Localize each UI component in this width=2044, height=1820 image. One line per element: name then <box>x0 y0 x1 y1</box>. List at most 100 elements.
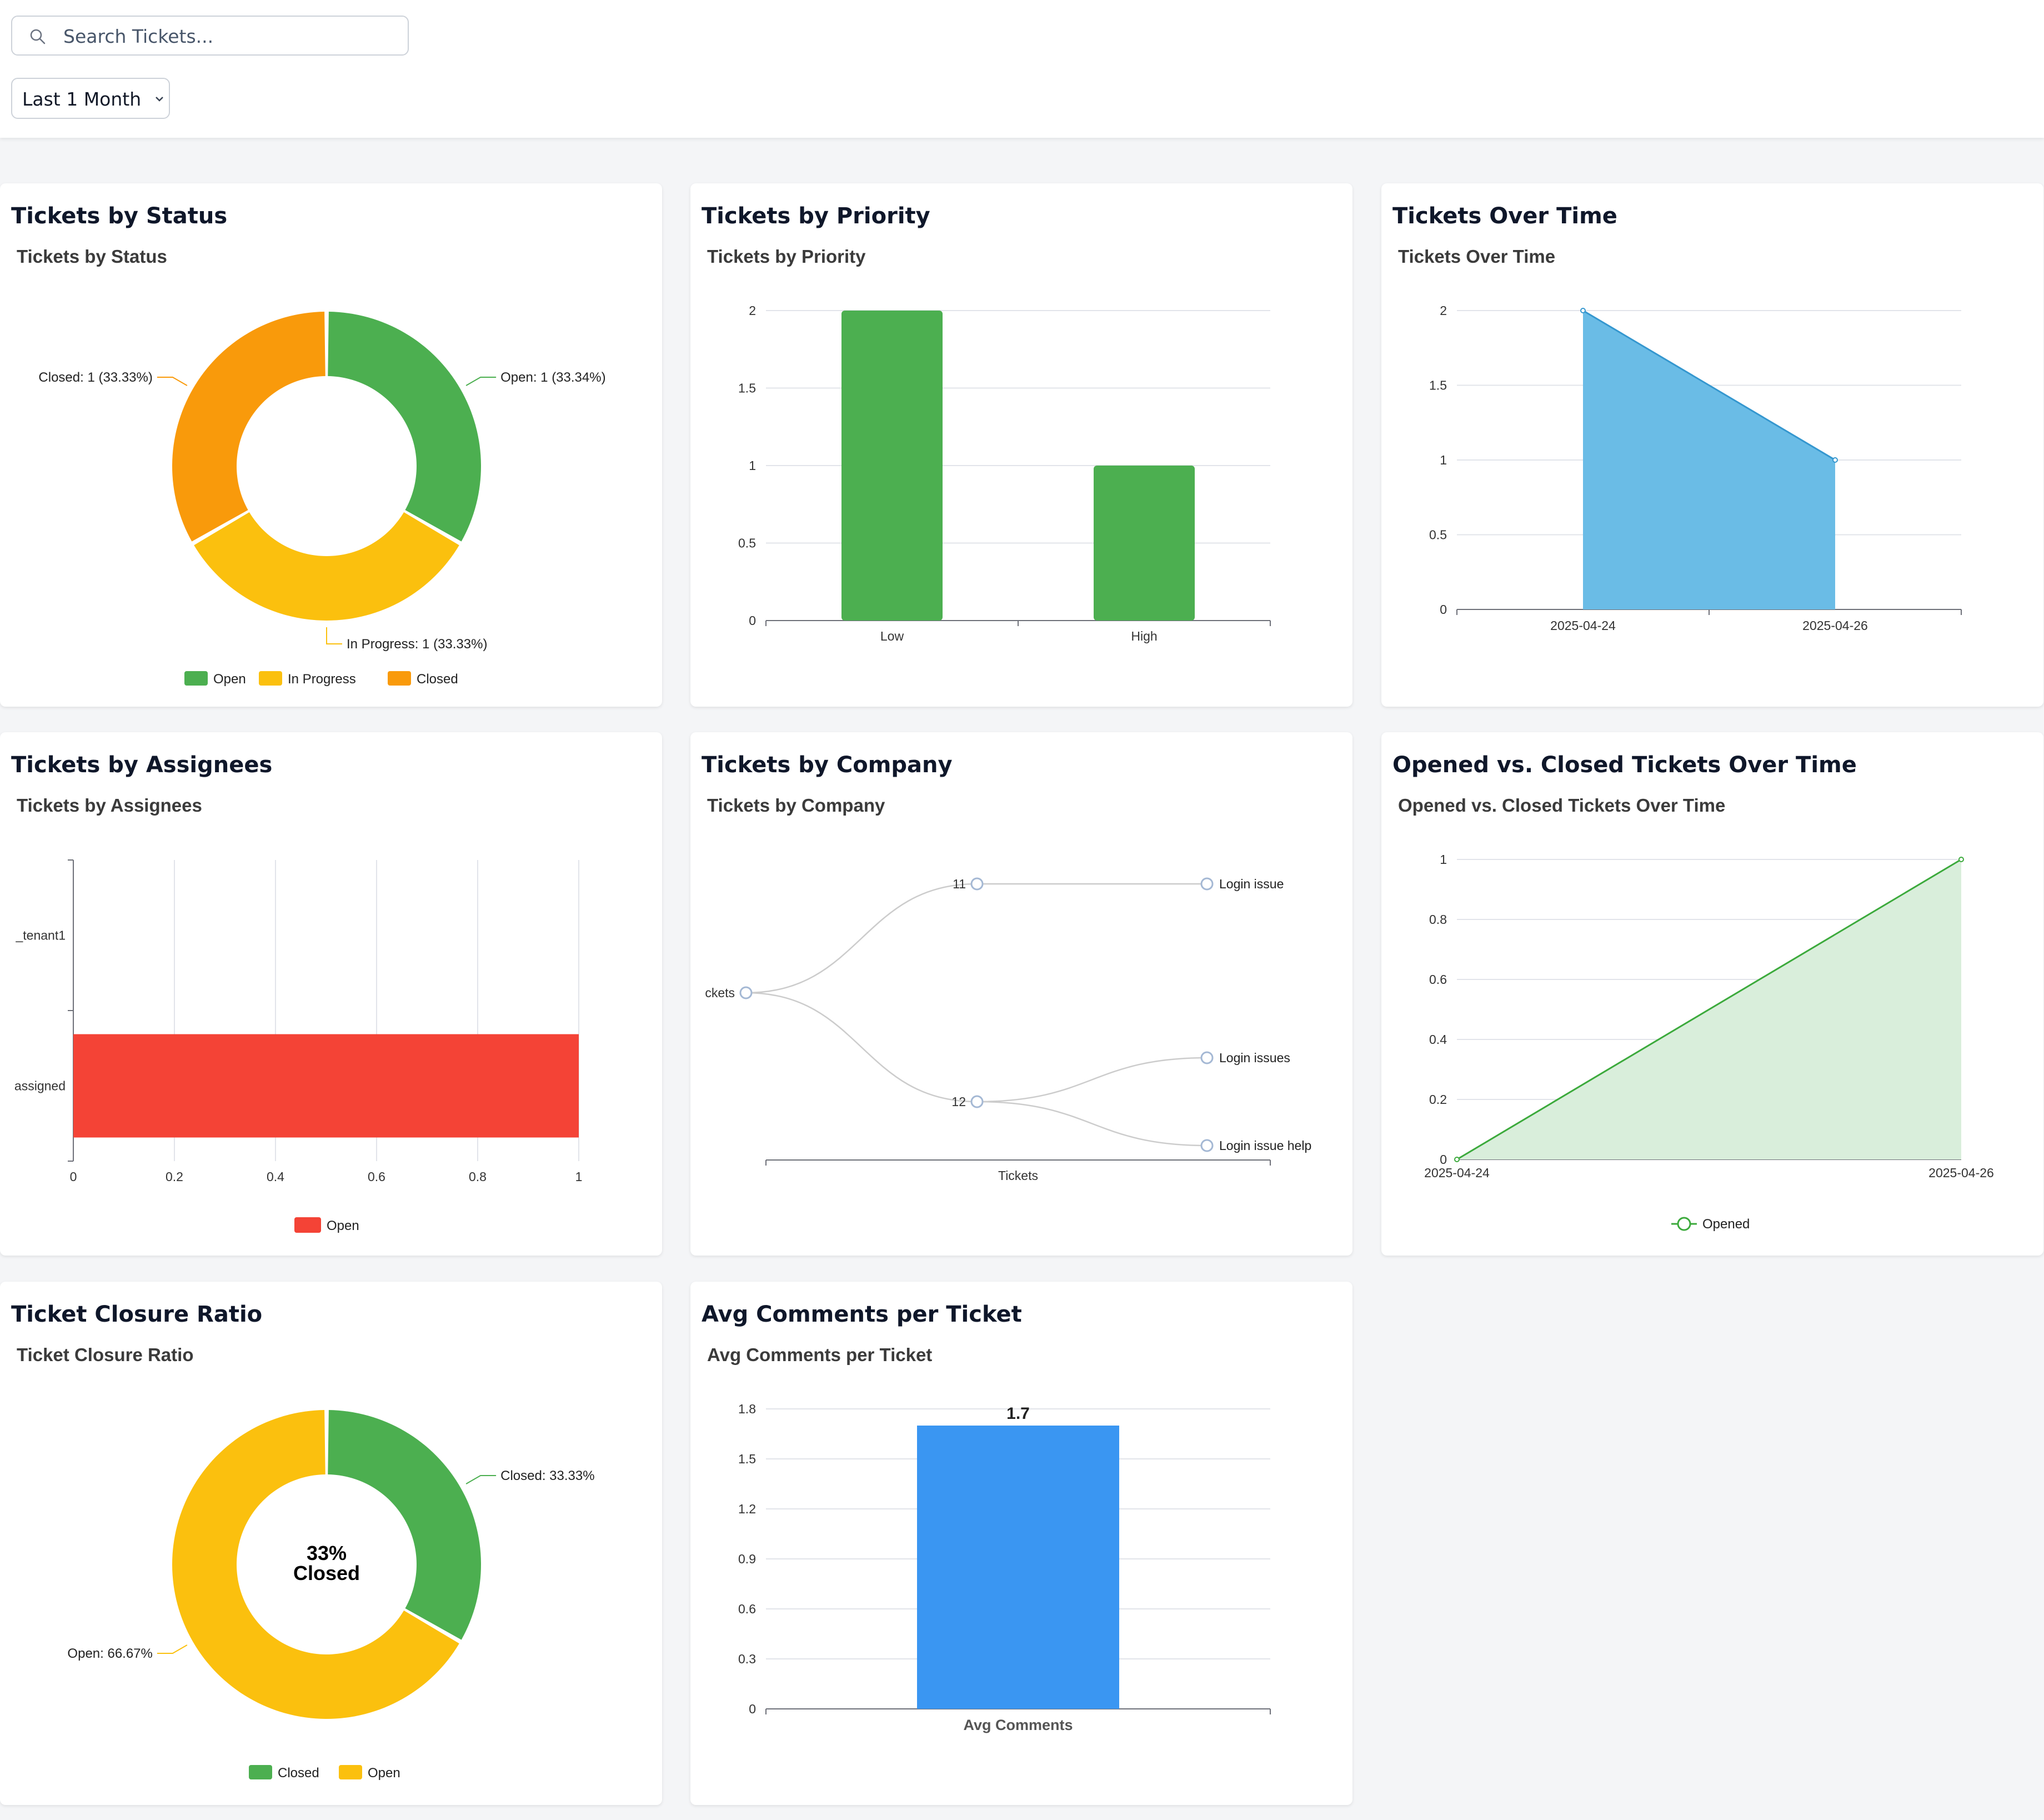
label-line <box>465 1474 497 1484</box>
y-tick-label: _tenant1 <box>15 928 66 943</box>
card-title: Ticket Closure Ratio <box>11 1302 263 1327</box>
slice-label: Closed: 1 (33.33%) <box>38 370 152 385</box>
legend-swatch <box>259 671 282 686</box>
label-line <box>326 627 342 644</box>
assignees-bar-chart: Tickets by Assignees 0 0.2 0.4 0.6 0.8 1 assign… <box>14 795 583 1233</box>
y-tick-label: 1 <box>1440 453 1447 467</box>
data-label: 1.7 <box>1006 1404 1030 1423</box>
card-title: Tickets Over Time <box>1392 203 1617 229</box>
over-time-area-chart: Tickets Over Time 0 0.5 1 1.5 2 2025-04-24 2025… <box>1398 246 1962 633</box>
area-fill <box>1583 311 1835 609</box>
label-line <box>157 1644 188 1654</box>
legend-swatch <box>184 671 208 686</box>
x-tick-label: 2025-04-24 <box>1550 618 1616 633</box>
legend-swatch <box>388 671 411 686</box>
bar-low <box>841 311 943 621</box>
x-tick-label: Low <box>880 629 904 643</box>
x-tick-label: 2025-04-26 <box>1802 618 1868 633</box>
chevron-down-icon <box>156 97 163 102</box>
tree-node-leaf <box>1200 877 1214 891</box>
tree-node-root <box>739 986 753 999</box>
closure-donut-chart: Ticket Closure Ratio Closed: 33.33% Open: … <box>17 1344 595 1781</box>
y-tick-label: 0.2 <box>1429 1092 1447 1107</box>
x-axis-label: Tickets <box>998 1168 1038 1183</box>
bar-assigned <box>73 1034 579 1138</box>
x-tick-label: Avg Comments <box>963 1717 1073 1733</box>
x-tick-label: High <box>1131 629 1157 643</box>
search-box[interactable] <box>11 16 409 56</box>
opened-closed-area-chart: Opened vs. Closed Tickets Over Time 0 0.2 0… <box>1398 795 1994 1232</box>
x-tick-label: 2025-04-26 <box>1928 1166 1994 1180</box>
legend-marker <box>1677 1217 1691 1231</box>
card-tickets-by-status: Tickets by Status Tickets by Status Open:… <box>0 183 662 707</box>
y-tick-label: 0.4 <box>1429 1032 1447 1047</box>
y-tick-label: 2 <box>749 303 756 318</box>
y-tick-label: 0.5 <box>1429 528 1447 542</box>
card-avg-comments: Avg Comments per Ticket Avg Comments per… <box>690 1282 1352 1805</box>
data-point <box>1580 308 1586 313</box>
slice-closed <box>172 312 325 542</box>
legend-swatch <box>339 1765 362 1779</box>
slice-in-progress <box>194 512 459 621</box>
tree-node-leaf <box>1200 1139 1214 1152</box>
priority-bar-chart: Tickets by Priority 0 0.5 1 1.5 2 Low High <box>707 246 1271 643</box>
chart-subtitle: Tickets by Company <box>707 795 885 816</box>
tree-link <box>976 1101 1208 1147</box>
legend-swatch <box>249 1765 272 1779</box>
tree-label: ckets <box>705 986 735 1000</box>
card-title: Tickets by Company <box>702 752 953 778</box>
y-tick-label: 1 <box>1440 852 1447 867</box>
slice-open <box>328 312 482 542</box>
x-tick-label: 0.2 <box>166 1169 183 1184</box>
data-point <box>1958 857 1964 862</box>
chart-subtitle: Avg Comments per Ticket <box>707 1344 932 1365</box>
slice-label: Closed: 33.33% <box>500 1468 594 1483</box>
x-tick-label: 2025-04-24 <box>1424 1166 1490 1180</box>
y-tick-label: 1.5 <box>738 1452 756 1466</box>
tree-node <box>970 877 984 891</box>
card-opened-vs-closed: Opened vs. Closed Tickets Over Time Open… <box>1381 732 2043 1256</box>
card-title: Opened vs. Closed Tickets Over Time <box>1392 752 1857 778</box>
top-toolbar: Last 1 Month <box>0 0 2044 138</box>
search-input[interactable] <box>62 23 398 49</box>
tree-label: Login issue help <box>1219 1138 1311 1153</box>
slice-label: Open: 1 (33.34%) <box>500 370 605 385</box>
y-tick-label: 1.5 <box>1429 378 1447 393</box>
y-tick-label: 0.5 <box>738 536 756 551</box>
card-title: Tickets by Assignees <box>11 752 273 778</box>
legend-label: Closed <box>417 672 458 687</box>
bar-avg-comments <box>917 1426 1119 1709</box>
label-line <box>157 377 188 386</box>
tree-link <box>976 1057 1208 1103</box>
y-tick-label: 1.2 <box>738 1502 756 1516</box>
status-donut-chart: Tickets by Status Open: 1 (33.34%) In Prog… <box>17 246 606 687</box>
center-text-value: 33% <box>307 1542 347 1564</box>
date-range-value: Last 1 Month <box>22 88 142 110</box>
chart-subtitle: Tickets by Status <box>17 246 167 267</box>
date-range-select[interactable]: Last 1 Month <box>11 78 170 119</box>
y-tick-label: assigned <box>14 1079 66 1093</box>
slice-label: Open: 66.67% <box>67 1646 152 1661</box>
y-tick-label: 0 <box>749 613 756 628</box>
card-title: Tickets by Status <box>11 203 228 229</box>
legend-label: Closed <box>278 1766 319 1781</box>
legend-label: Opened <box>1702 1217 1750 1232</box>
chart-subtitle: Opened vs. Closed Tickets Over Time <box>1398 795 1725 816</box>
card-ticket-closure-ratio: Ticket Closure Ratio Ticket Closure Rati… <box>0 1282 662 1805</box>
y-tick-label: 0.6 <box>738 1602 756 1616</box>
y-tick-label: 0.6 <box>1429 972 1447 987</box>
tree-node <box>970 1095 984 1108</box>
x-tick-label: 1 <box>575 1169 583 1184</box>
x-tick-label: 0.6 <box>368 1169 385 1184</box>
chart-subtitle: Tickets by Priority <box>707 246 866 267</box>
legend-label: Open <box>368 1766 400 1781</box>
legend-swatch <box>294 1217 321 1233</box>
chart-subtitle: Tickets by Assignees <box>17 795 202 816</box>
avg-comments-bar-chart: Avg Comments per Ticket 0 0.3 0.6 0.9 1.2 1.5 1… <box>707 1344 1271 1733</box>
y-tick-label: 0 <box>1440 1152 1447 1167</box>
label-line <box>465 377 497 386</box>
tree-label: Login issues <box>1219 1051 1290 1065</box>
card-title: Avg Comments per Ticket <box>702 1302 1022 1327</box>
slice-closed <box>328 1410 481 1640</box>
slice-label: In Progress: 1 (33.33%) <box>347 637 487 652</box>
